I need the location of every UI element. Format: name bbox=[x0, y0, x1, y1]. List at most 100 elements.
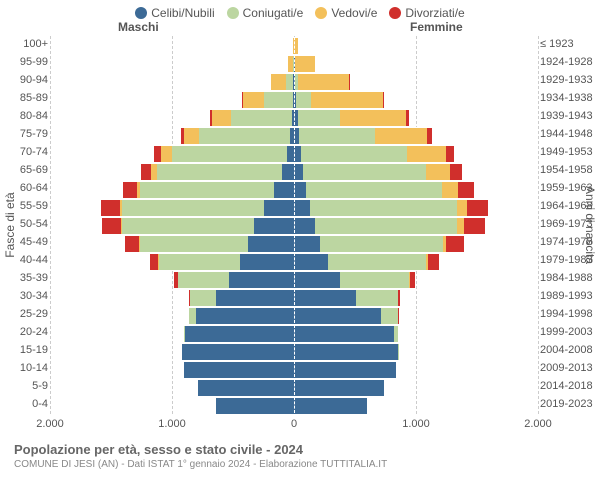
segment bbox=[140, 236, 247, 252]
legend-swatch bbox=[389, 7, 401, 19]
header-males: Maschi bbox=[118, 20, 159, 34]
segment bbox=[243, 92, 264, 108]
segment bbox=[295, 56, 315, 72]
age-row: 70-741949-1953 bbox=[0, 144, 600, 162]
segment bbox=[101, 200, 119, 216]
segment bbox=[464, 218, 485, 234]
segment bbox=[296, 92, 311, 108]
bar-group bbox=[50, 343, 538, 359]
x-tick-label: 2.000 bbox=[36, 418, 64, 430]
age-label: 50-54 bbox=[0, 218, 48, 230]
bar-males bbox=[181, 127, 294, 145]
segment bbox=[122, 200, 264, 216]
segment bbox=[248, 236, 294, 252]
center-divider bbox=[294, 37, 295, 53]
bar-males bbox=[141, 163, 294, 181]
segment bbox=[442, 182, 458, 198]
bar-group bbox=[50, 307, 538, 323]
age-row: 5-92014-2018 bbox=[0, 378, 600, 396]
segment bbox=[184, 362, 294, 378]
age-label: 100+ bbox=[0, 38, 48, 50]
age-row: 0-42019-2023 bbox=[0, 396, 600, 414]
bar-males bbox=[271, 73, 294, 91]
bar-group bbox=[50, 91, 538, 107]
segment bbox=[294, 380, 384, 396]
center-divider bbox=[294, 145, 295, 161]
segment bbox=[154, 146, 161, 162]
bar-group bbox=[50, 163, 538, 179]
segment bbox=[161, 146, 172, 162]
segment bbox=[310, 200, 458, 216]
bar-group bbox=[50, 37, 538, 53]
bar-males bbox=[182, 343, 294, 361]
segment bbox=[264, 92, 293, 108]
center-divider bbox=[294, 91, 295, 107]
bar-males bbox=[150, 253, 294, 271]
segment bbox=[294, 326, 394, 342]
segment bbox=[189, 308, 196, 324]
segment bbox=[428, 254, 439, 270]
segment bbox=[286, 74, 293, 90]
birth-year-label: 1979-1983 bbox=[540, 254, 600, 266]
segment bbox=[294, 272, 340, 288]
age-row: 100+≤ 1923 bbox=[0, 36, 600, 54]
segment bbox=[383, 92, 384, 108]
age-row: 95-991924-1928 bbox=[0, 54, 600, 72]
segment bbox=[450, 164, 462, 180]
bar-females bbox=[294, 73, 350, 91]
legend-label: Coniugati/e bbox=[243, 6, 304, 20]
legend-label: Vedovi/e bbox=[331, 6, 377, 20]
center-divider bbox=[294, 127, 295, 143]
bar-males bbox=[154, 145, 294, 163]
segment bbox=[150, 254, 159, 270]
segment bbox=[315, 218, 458, 234]
age-row: 40-441979-1983 bbox=[0, 252, 600, 270]
age-label: 60-64 bbox=[0, 182, 48, 194]
bar-females bbox=[294, 397, 367, 415]
segment bbox=[458, 182, 474, 198]
age-label: 70-74 bbox=[0, 146, 48, 158]
segment bbox=[212, 110, 232, 126]
legend-item: Divorziati/e bbox=[389, 6, 464, 20]
age-label: 10-14 bbox=[0, 362, 48, 374]
chart-subtitle: COMUNE DI JESI (AN) - Dati ISTAT 1° genn… bbox=[14, 459, 586, 470]
bar-females bbox=[294, 379, 384, 397]
segment bbox=[298, 74, 349, 90]
age-label: 25-29 bbox=[0, 308, 48, 320]
legend-swatch bbox=[227, 7, 239, 19]
segment bbox=[122, 218, 254, 234]
age-row: 85-891934-1938 bbox=[0, 90, 600, 108]
bar-group bbox=[50, 127, 538, 143]
bar-females bbox=[294, 163, 462, 181]
age-label: 20-24 bbox=[0, 326, 48, 338]
segment bbox=[298, 110, 341, 126]
segment bbox=[172, 146, 287, 162]
segment bbox=[159, 254, 241, 270]
segment bbox=[151, 164, 158, 180]
segment bbox=[426, 164, 450, 180]
segment bbox=[467, 200, 488, 216]
bar-females bbox=[294, 199, 488, 217]
segment bbox=[340, 272, 408, 288]
segment bbox=[303, 164, 426, 180]
bar-females bbox=[294, 289, 400, 307]
segment bbox=[271, 74, 286, 90]
segment bbox=[199, 128, 291, 144]
birth-year-label: 1999-2003 bbox=[540, 326, 600, 338]
age-row: 30-341989-1993 bbox=[0, 288, 600, 306]
age-row: 75-791944-1948 bbox=[0, 126, 600, 144]
segment bbox=[446, 146, 455, 162]
segment bbox=[328, 254, 426, 270]
segment bbox=[294, 182, 306, 198]
bar-females bbox=[294, 127, 432, 145]
age-row: 35-391984-1988 bbox=[0, 270, 600, 288]
segment bbox=[231, 110, 292, 126]
bar-males bbox=[184, 361, 294, 379]
birth-year-label: 2004-2008 bbox=[540, 344, 600, 356]
plot-container: Fasce di età Anni di nascita 100+≤ 19239… bbox=[0, 36, 600, 414]
segment bbox=[185, 326, 294, 342]
segment bbox=[398, 290, 400, 306]
center-divider bbox=[294, 253, 295, 269]
bar-group bbox=[50, 361, 538, 377]
bar-group bbox=[50, 397, 538, 413]
